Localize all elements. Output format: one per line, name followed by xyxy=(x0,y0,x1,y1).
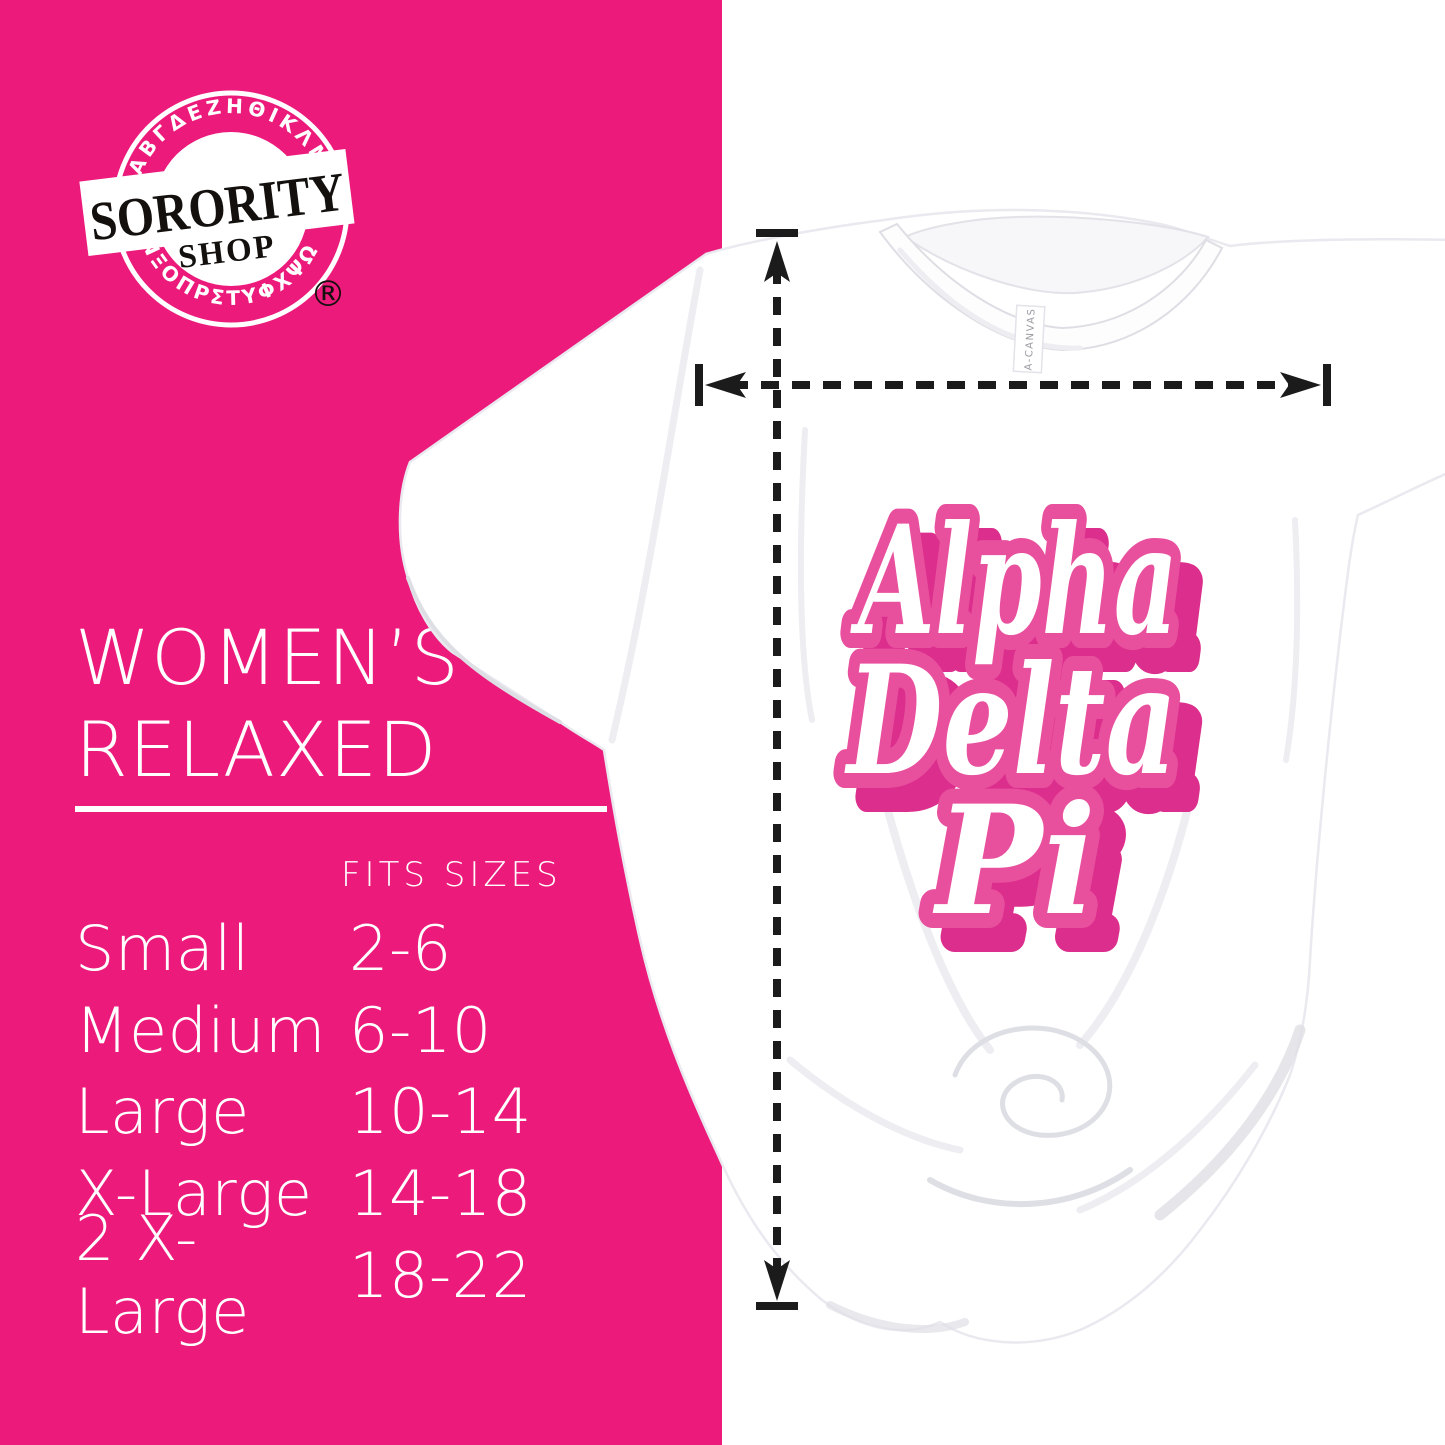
knot-swirl xyxy=(952,1025,1113,1138)
size-range: 14-18 xyxy=(349,1157,532,1231)
table-row: X-Large 14-18 xyxy=(75,1153,535,1235)
logo-banner-rect xyxy=(79,148,355,257)
collar-opening xyxy=(903,215,1210,295)
drape-fold-right xyxy=(1076,796,1194,1049)
design-print-shadow: Alpha Delta Pi xyxy=(851,502,1215,988)
sleeve-bottom-shadow xyxy=(406,576,562,724)
length-measure-arrow xyxy=(756,229,798,1310)
arrow-down-icon xyxy=(764,1260,790,1301)
chest-fold-left xyxy=(797,427,815,723)
divider-line xyxy=(75,806,607,812)
chest-fold-right xyxy=(1283,517,1301,763)
table-row: 2 X-Large 18-22 xyxy=(75,1202,535,1348)
design-line3: Pi xyxy=(932,773,1096,949)
neck-tag-text: A-CANVAS xyxy=(1023,307,1037,370)
fits-sizes-header: FITS SIZES xyxy=(341,855,562,895)
width-measure-arrow xyxy=(695,364,1331,406)
design-line1: Alpha xyxy=(850,493,1178,669)
size-range: 18-22 xyxy=(349,1238,532,1312)
design-shadow-line2: Delta xyxy=(866,657,1199,833)
size-label: Large xyxy=(75,1075,250,1149)
design-shadow-line1: Alpha xyxy=(872,517,1200,693)
arrow-left-icon xyxy=(705,372,746,398)
panel-title: WOMEN’S RELAXED xyxy=(75,612,460,796)
hem-fold-right xyxy=(1076,1061,1259,1214)
table-row: Large 10-14 xyxy=(75,1071,535,1153)
registered-trademark-icon: ® xyxy=(310,274,346,315)
size-range: 10-14 xyxy=(349,1075,532,1149)
arrow-right-icon xyxy=(1280,372,1321,398)
table-row: Medium 6-10 xyxy=(75,990,535,1072)
neck-tag-rect xyxy=(1012,304,1046,374)
size-range: 2-6 xyxy=(349,912,452,986)
arrow-up-icon xyxy=(764,241,790,282)
design-line2: Delta xyxy=(844,633,1177,809)
size-label: Small xyxy=(75,912,250,986)
neck-tag: A-CANVAS xyxy=(1012,304,1046,374)
drape-fold-left xyxy=(876,776,994,1054)
design-shadow-line3: Pi xyxy=(954,797,1118,973)
size-label: X-Large xyxy=(75,1157,313,1231)
design-print: Alpha Delta Pi Alpha Delta Pi xyxy=(829,478,1215,988)
hem-shadow xyxy=(1154,1024,1306,1221)
panel-title-line1: WOMEN’S xyxy=(75,613,460,702)
size-table: Small 2-6 Medium 6-10 Large 10-14 X-Larg… xyxy=(75,908,535,1348)
collar-shading xyxy=(897,247,1083,351)
table-row: Small 2-6 xyxy=(75,908,535,990)
panel-title-line2: RELAXED xyxy=(75,705,438,794)
hem-fold-left xyxy=(786,1056,964,1154)
tail-shadow xyxy=(826,1301,969,1333)
size-range: 6-10 xyxy=(349,993,492,1067)
size-label: Medium xyxy=(75,993,326,1067)
knot-under-fold xyxy=(927,1167,1133,1208)
size-label: 2 X-Large xyxy=(75,1202,250,1349)
sleeve-seam-fold xyxy=(608,266,704,744)
